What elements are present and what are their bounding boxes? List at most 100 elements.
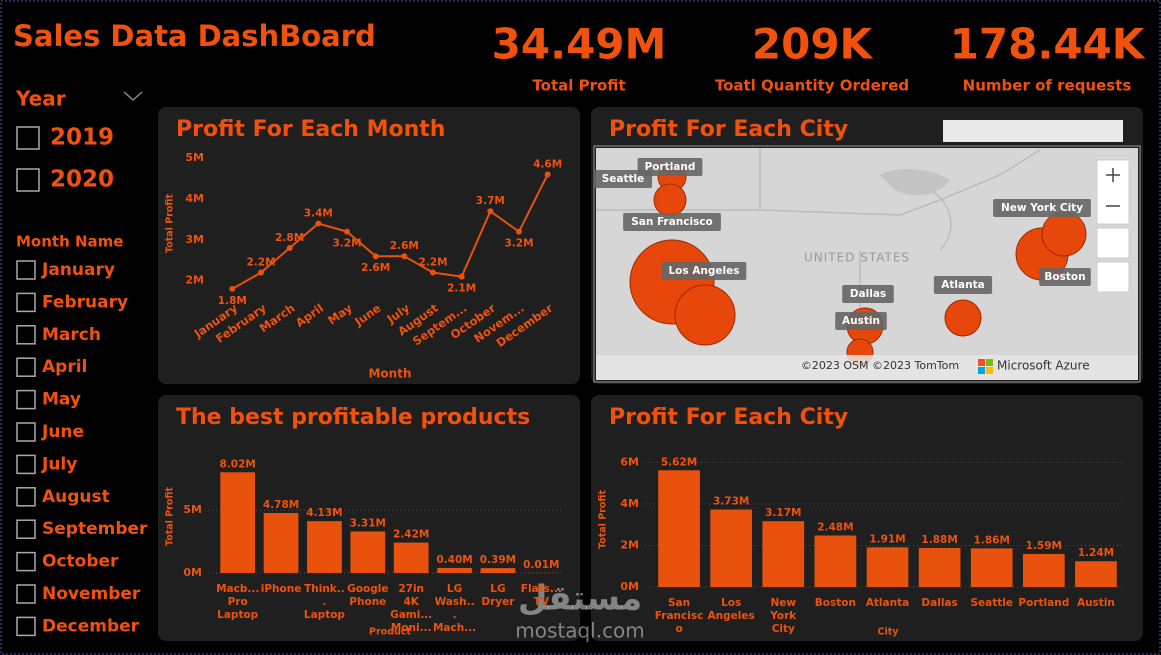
slicer-option[interactable]: 2019: [50, 125, 114, 151]
checkbox[interactable]: [16, 422, 36, 442]
value-label: 8.02M: [220, 458, 256, 470]
value-label: 0.40M: [436, 554, 472, 566]
slicer-option[interactable]: April: [42, 357, 87, 377]
logo: [978, 359, 985, 366]
bar: [658, 470, 700, 587]
map-label-box: [835, 312, 887, 330]
slicer-option[interactable]: November: [42, 584, 141, 604]
map-label: Dallas: [850, 288, 886, 300]
y-axis-title: Total Profit: [598, 490, 609, 549]
bar: [866, 547, 909, 587]
map-label: Austin: [842, 315, 880, 327]
panel: [158, 395, 580, 641]
kpi-value: 178.44K: [950, 20, 1146, 69]
checkbox[interactable]: [16, 616, 36, 637]
value-label: 0.01M: [523, 559, 559, 571]
bar: [762, 521, 805, 587]
value-label: 2.2M: [246, 257, 275, 269]
checkbox[interactable]: [16, 519, 36, 539]
value-label: 1.59M: [1026, 540, 1062, 552]
value-label: 2.6M: [361, 262, 390, 274]
point: [258, 269, 264, 276]
slicer-option[interactable]: March: [42, 325, 101, 345]
value-label: 2.8M: [275, 232, 304, 244]
bar: [918, 547, 961, 587]
x-tick-label: Austin: [1076, 597, 1115, 609]
bar: [1075, 561, 1117, 587]
bar: [393, 542, 429, 573]
value-label: 3.2M: [504, 238, 533, 250]
x-tick-label: Macb... Pro Laptop: [216, 583, 260, 621]
y-axis-title: Total Profit: [165, 487, 176, 546]
checkbox[interactable]: [16, 126, 40, 150]
map-label-box: [637, 158, 703, 176]
point: [372, 253, 379, 260]
map-label-box: [661, 262, 747, 280]
value-label: 1.86M: [974, 534, 1010, 546]
panel-title: Profit For Each City: [609, 117, 848, 142]
compass-control[interactable]: [1096, 261, 1130, 293]
value-label: 2.2M: [418, 257, 447, 269]
slicer-option[interactable]: July: [41, 454, 77, 474]
slicer-option[interactable]: August: [42, 487, 110, 507]
x-tick-label: Think... Laptop: [303, 583, 345, 621]
toolbar[interactable]: [943, 120, 1123, 142]
map-footer: [596, 355, 1138, 380]
checkbox[interactable]: [16, 551, 36, 572]
point: [286, 245, 293, 252]
checkbox[interactable]: [16, 168, 40, 192]
slicer-option[interactable]: January: [41, 260, 115, 280]
value-label: 0.39M: [480, 554, 516, 566]
value-label: 3.31M: [350, 517, 386, 529]
zoom-icons: [1106, 168, 1120, 207]
checkbox[interactable]: [16, 292, 36, 313]
slicer-option[interactable]: October: [42, 552, 119, 572]
watermark: مستقل: [518, 579, 642, 619]
kpi-label: Toatl Quantity Ordered: [715, 77, 909, 95]
checkbox[interactable]: [16, 357, 36, 377]
bar: [350, 531, 386, 573]
x-tick-label: Seattle: [970, 597, 1013, 609]
slicer-option[interactable]: 2020: [50, 167, 114, 193]
y-tick-label: 0M: [620, 580, 639, 593]
slicer-option[interactable]: September: [42, 519, 148, 539]
kpi-label: Number of requests: [963, 77, 1132, 95]
checkbox[interactable]: [16, 584, 36, 604]
y-tick-label: 4M: [620, 497, 639, 510]
map-country: UNITED STATES: [804, 251, 910, 265]
point: [315, 220, 322, 227]
bar: [480, 568, 516, 573]
line: [231, 173, 549, 290]
point: [458, 273, 465, 280]
slicer-option[interactable]: February: [42, 292, 128, 312]
checkbox[interactable]: [16, 325, 36, 345]
map-label: Seattle: [602, 173, 645, 185]
x-tick-label: Atlanta: [865, 597, 910, 609]
point: [487, 208, 494, 215]
kpi-value: 34.49M: [492, 20, 667, 69]
panel: [158, 107, 580, 384]
x-tick-label: Flats... TV: [520, 583, 562, 608]
map-lines: [596, 148, 1041, 380]
x-tick-label: Portland: [1018, 597, 1070, 609]
map-bubble: [1041, 211, 1087, 257]
panel-title: The best profitable products: [176, 405, 530, 430]
checkbox[interactable]: [16, 487, 36, 507]
map-label-box: [842, 285, 894, 303]
value-label: 3.4M: [304, 208, 333, 220]
map-label: New York City: [1001, 202, 1083, 214]
slicer-option[interactable]: December: [42, 616, 140, 636]
point: [516, 228, 522, 235]
value-label: 5.62M: [661, 456, 697, 468]
point: [229, 285, 236, 292]
slicer-option[interactable]: June: [41, 422, 84, 442]
checkbox[interactable]: [16, 454, 36, 475]
panel-title: Profit For Each Month: [176, 117, 445, 142]
checkbox[interactable]: [16, 389, 36, 410]
slicer-option[interactable]: May: [42, 390, 81, 410]
map-label-box: [593, 170, 653, 188]
checkbox[interactable]: [16, 260, 36, 280]
tilt-control[interactable]: [1096, 227, 1130, 259]
x-axis-title: City: [878, 627, 900, 638]
